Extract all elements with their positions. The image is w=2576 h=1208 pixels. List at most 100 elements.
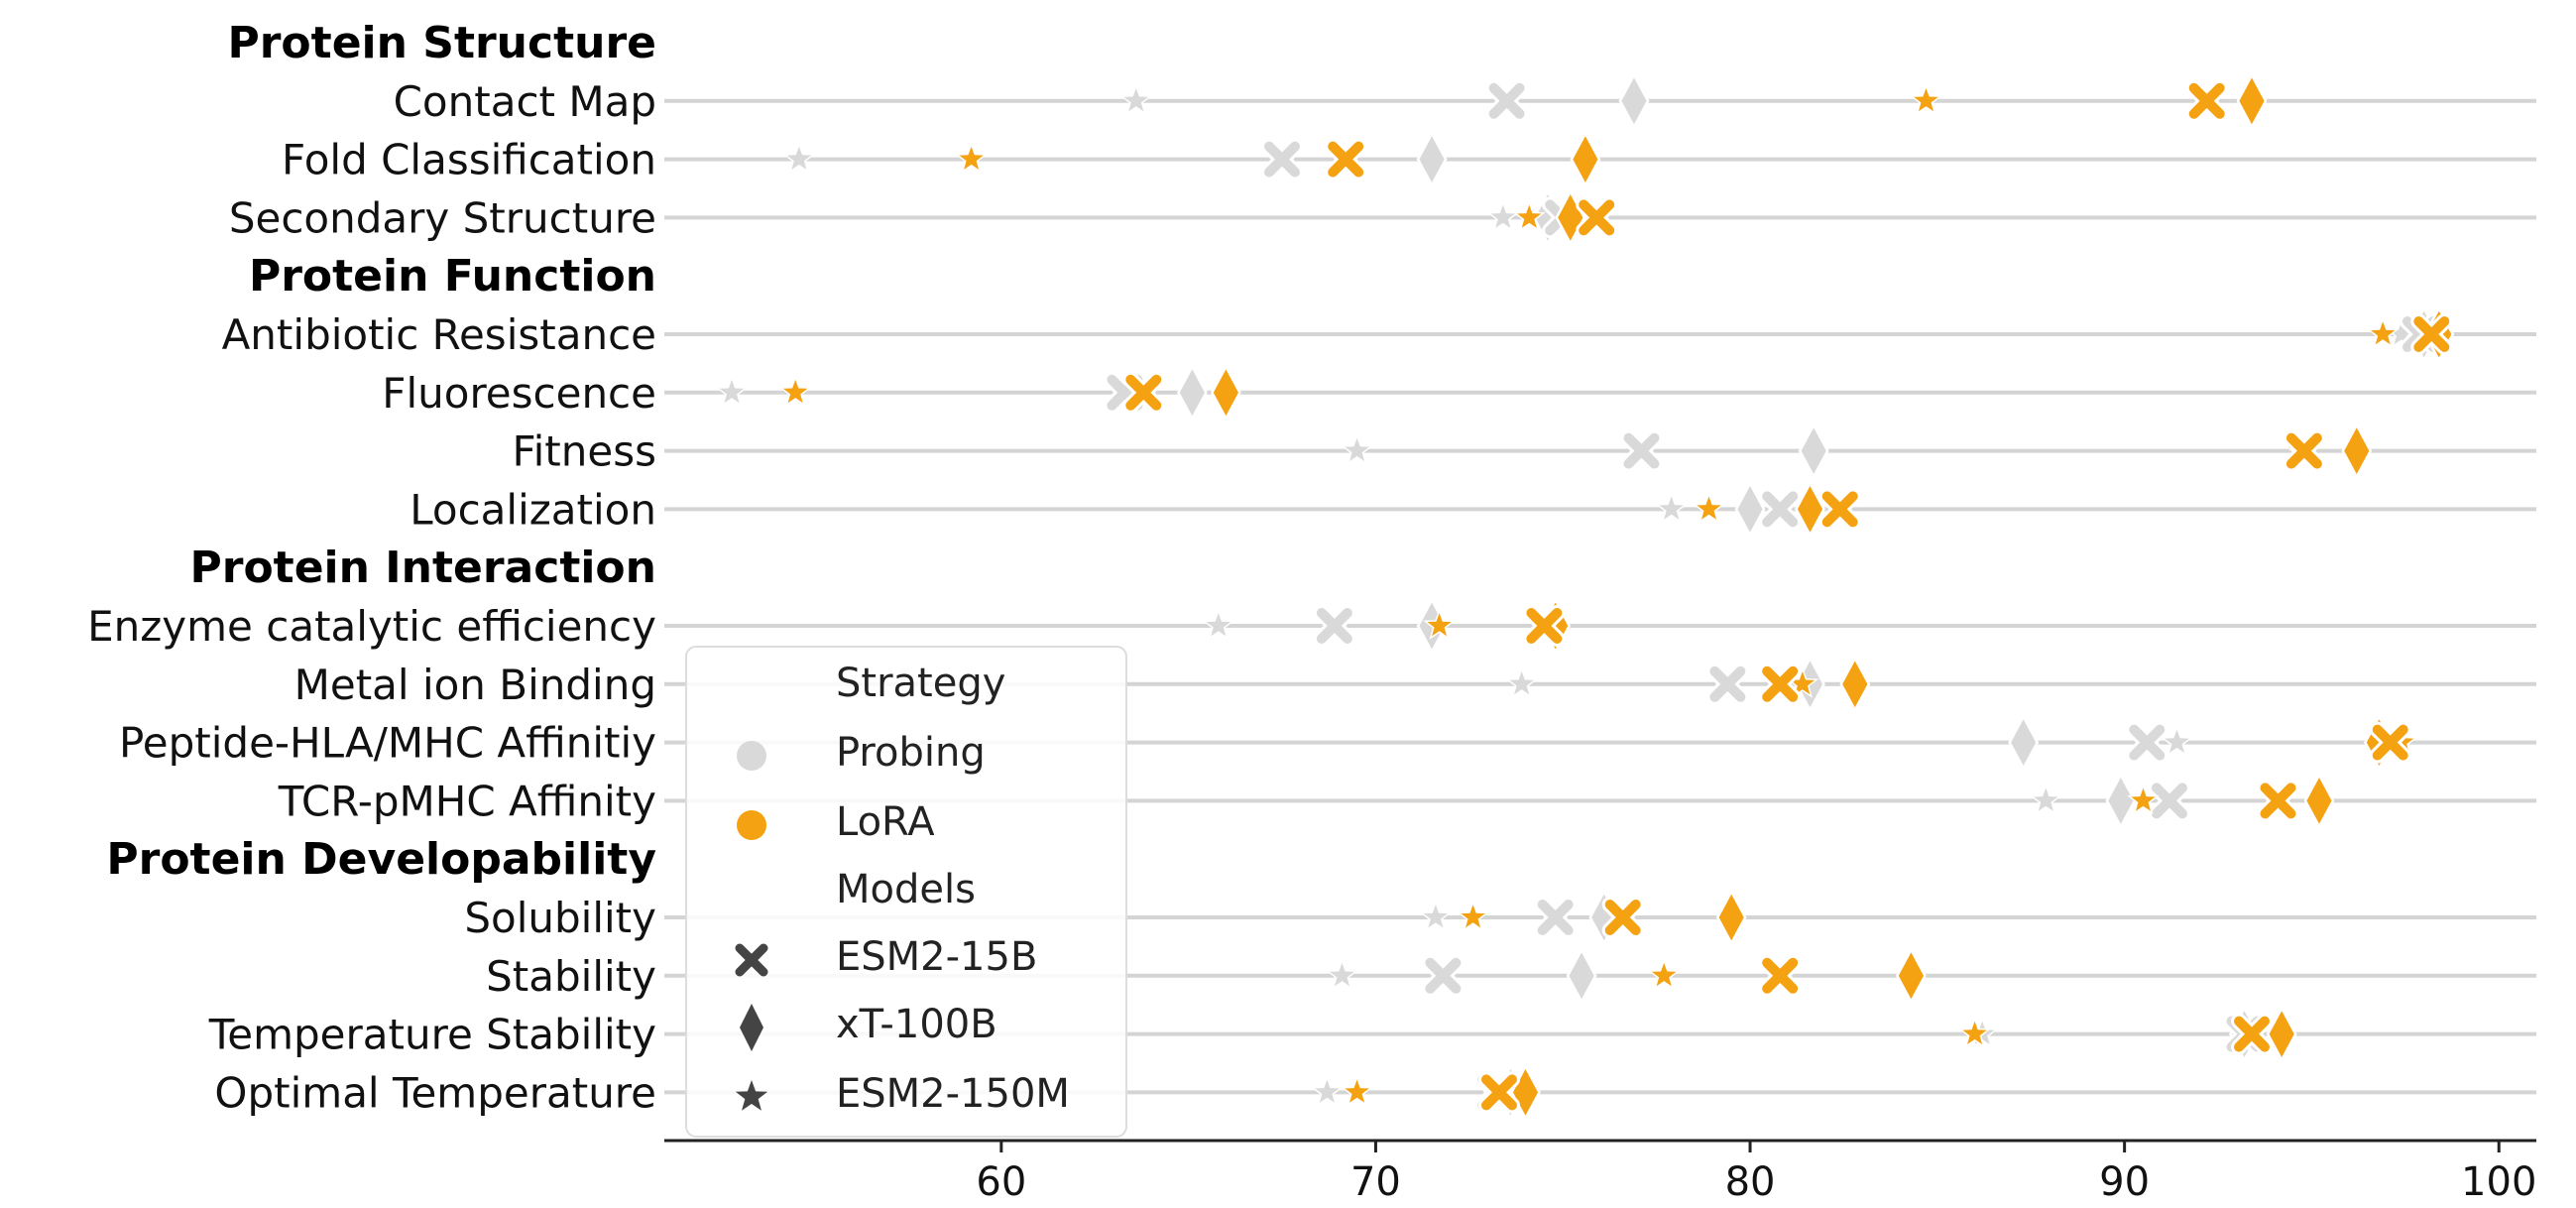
point-optimal-temperature-probing-esm2-150m <box>1311 1075 1344 1107</box>
row-label-fluorescence: Fluorescence <box>382 369 656 418</box>
legend-esm2-150m-label: ESM2-150M <box>836 1071 1070 1117</box>
point-contact-map-probing-xt-100b <box>1618 72 1650 130</box>
point-fluorescence-lora-xt-100b <box>1210 364 1241 422</box>
row-label-antibiotic-resistance: Antibiotic Resistance <box>222 310 656 359</box>
group-label-protein-interaction: Protein Interaction <box>190 543 657 593</box>
point-tcr-pmhc-affinity-probing-esm2-15b <box>2149 780 2190 822</box>
point-enzyme-catalytic-efficiency-lora-esm2-15b <box>1523 605 1566 647</box>
point-metal-ion-binding-probing-esm2-15b <box>1706 663 1749 705</box>
point-fitness-probing-xt-100b <box>1798 422 1829 480</box>
point-enzyme-catalytic-efficiency-lora-esm2-150m <box>1423 608 1456 640</box>
point-fluorescence-lora-esm2-15b <box>1122 371 1165 414</box>
legend-esm2-150m-star-icon <box>735 1080 768 1111</box>
group-label-protein-function: Protein Function <box>249 251 656 302</box>
legend-probing-swatch <box>737 741 766 771</box>
point-tcr-pmhc-affinity-lora-esm2-15b <box>2257 780 2299 822</box>
legend-probing-label: Probing <box>836 730 986 776</box>
point-tcr-pmhc-affinity-probing-xt-100b <box>2105 772 2137 830</box>
point-stability-lora-xt-100b <box>1895 947 1927 1005</box>
row-label-solubility: Solubility <box>464 894 656 942</box>
point-fluorescence-probing-xt-100b <box>1176 364 1208 422</box>
point-secondary-structure-lora-esm2-15b <box>1576 196 1618 239</box>
group-label-protein-structure: Protein Structure <box>227 18 656 68</box>
point-antibiotic-resistance-lora-esm2-150m <box>2366 316 2400 348</box>
point-contact-map-lora-esm2-150m <box>1910 83 1942 115</box>
point-metal-ion-binding-lora-xt-100b <box>1839 656 1871 713</box>
point-stability-lora-esm2-15b <box>1759 954 1802 997</box>
x-tick-label-60: 60 <box>976 1159 1026 1205</box>
row-label-secondary-structure: Secondary Structure <box>229 193 656 242</box>
point-fluorescence-lora-esm2-150m <box>778 375 812 407</box>
point-fold-classification-probing-xt-100b <box>1416 130 1448 188</box>
row-labels: Protein Structure Contact Map Fold Classif… <box>87 18 656 1117</box>
point-solubility-probing-esm2-15b <box>1534 897 1577 938</box>
point-fold-classification-probing-esm2-15b <box>1261 138 1303 181</box>
x-tick-label-90: 90 <box>2099 1159 2150 1205</box>
row-label-optimal-temperature: Optimal Temperature <box>214 1068 656 1117</box>
point-localization-probing-xt-100b <box>1734 480 1766 539</box>
point-peptide-hla-mhc-affinitiy-probing-esm2-15b <box>2126 721 2168 764</box>
point-solubility-lora-esm2-150m <box>1457 900 1489 931</box>
point-localization-probing-esm2-15b <box>1759 488 1802 531</box>
point-stability-probing-esm2-15b <box>1422 954 1464 997</box>
point-secondary-structure-probing-esm2-150m <box>1486 200 1520 232</box>
row-label-fitness: Fitness <box>513 427 656 476</box>
legend-lora-label: LoRA <box>836 799 935 845</box>
point-contact-map-probing-esm2-15b <box>1485 79 1528 122</box>
point-stability-lora-esm2-150m <box>1647 958 1681 990</box>
point-localization-lora-esm2-150m <box>1693 492 1725 524</box>
point-fold-classification-probing-esm2-150m <box>782 142 816 174</box>
x-tick-label-100: 100 <box>2461 1159 2536 1205</box>
point-optimal-temperature-lora-esm2-15b <box>1478 1071 1520 1114</box>
point-enzyme-catalytic-efficiency-probing-esm2-150m <box>1202 608 1235 640</box>
point-enzyme-catalytic-efficiency-probing-esm2-15b <box>1313 605 1355 647</box>
point-tcr-pmhc-affinity-probing-esm2-150m <box>2029 784 2062 815</box>
group-label-protein-developability: Protein Developability <box>106 834 656 885</box>
row-label-temperature-stability: Temperature Stability <box>208 1011 656 1059</box>
point-secondary-structure-lora-esm2-150m <box>1512 200 1546 232</box>
point-stability-probing-esm2-150m <box>1326 958 1358 990</box>
point-contact-map-lora-esm2-15b <box>2185 79 2228 122</box>
point-metal-ion-binding-probing-esm2-150m <box>1505 666 1539 698</box>
point-antibiotic-resistance-lora-esm2-15b <box>2410 313 2453 355</box>
row-label-contact-map: Contact Map <box>394 77 656 126</box>
point-contact-map-lora-xt-100b <box>2236 72 2268 130</box>
row-label-localization: Localization <box>410 485 656 534</box>
row-label-enzyme-catalytic-efficiency: Enzyme catalytic efficiency <box>87 602 656 651</box>
point-fitness-probing-esm2-150m <box>1341 433 1373 465</box>
x-axis: 60 70 80 90 100 <box>664 1139 2536 1205</box>
point-fitness-lora-xt-100b <box>2341 422 2373 480</box>
point-fold-classification-lora-xt-100b <box>1570 130 1601 188</box>
legend: Strategy Probing LoRA Models ESM2-15B xT… <box>685 646 1127 1138</box>
point-tcr-pmhc-affinity-lora-esm2-150m <box>2127 784 2160 815</box>
legend-lora-swatch <box>737 810 766 840</box>
point-temperature-stability-lora-esm2-150m <box>1958 1017 1991 1048</box>
data-points <box>715 72 2455 1122</box>
x-tick-label-80: 80 <box>1725 1159 1776 1205</box>
row-label-metal-ion-binding: Metal ion Binding <box>294 661 656 709</box>
legend-models-title: Models <box>836 867 976 912</box>
point-solubility-probing-esm2-150m <box>1419 900 1453 931</box>
row-label-stability: Stability <box>486 952 656 1001</box>
legend-esm2-15b-label: ESM2-15B <box>836 934 1037 980</box>
row-label-peptide-hla-mhc-affinitiy: Peptide-HLA/MHC Affinitiy <box>119 719 656 768</box>
point-optimal-temperature-lora-esm2-150m <box>1341 1075 1373 1107</box>
point-fold-classification-lora-esm2-15b <box>1325 138 1367 181</box>
legend-strategy-title: Strategy <box>836 661 1005 706</box>
point-fold-classification-lora-esm2-150m <box>955 142 988 174</box>
point-peptide-hla-mhc-affinitiy-lora-esm2-15b <box>2369 721 2411 764</box>
point-fitness-probing-esm2-15b <box>1620 429 1663 472</box>
point-fitness-lora-esm2-15b <box>2283 429 2325 472</box>
point-stability-probing-xt-100b <box>1566 947 1597 1005</box>
point-fluorescence-probing-esm2-150m <box>715 375 749 407</box>
legend-xt-100b-label: xT-100B <box>836 1002 997 1047</box>
point-contact-map-probing-esm2-150m <box>1119 83 1153 115</box>
legend-xt-100b-diamond-icon <box>740 1004 763 1051</box>
point-temperature-stability-lora-xt-100b <box>2266 1005 2297 1063</box>
point-solubility-lora-esm2-15b <box>1601 897 1644 938</box>
point-peptide-hla-mhc-affinitiy-probing-xt-100b <box>2008 713 2040 772</box>
point-peptide-hla-mhc-affinitiy-probing-esm2-150m <box>2161 725 2193 757</box>
point-metal-ion-binding-lora-esm2-15b <box>1759 663 1802 705</box>
row-label-tcr-pmhc-affinity: TCR-pMHC Affinity <box>278 777 656 825</box>
